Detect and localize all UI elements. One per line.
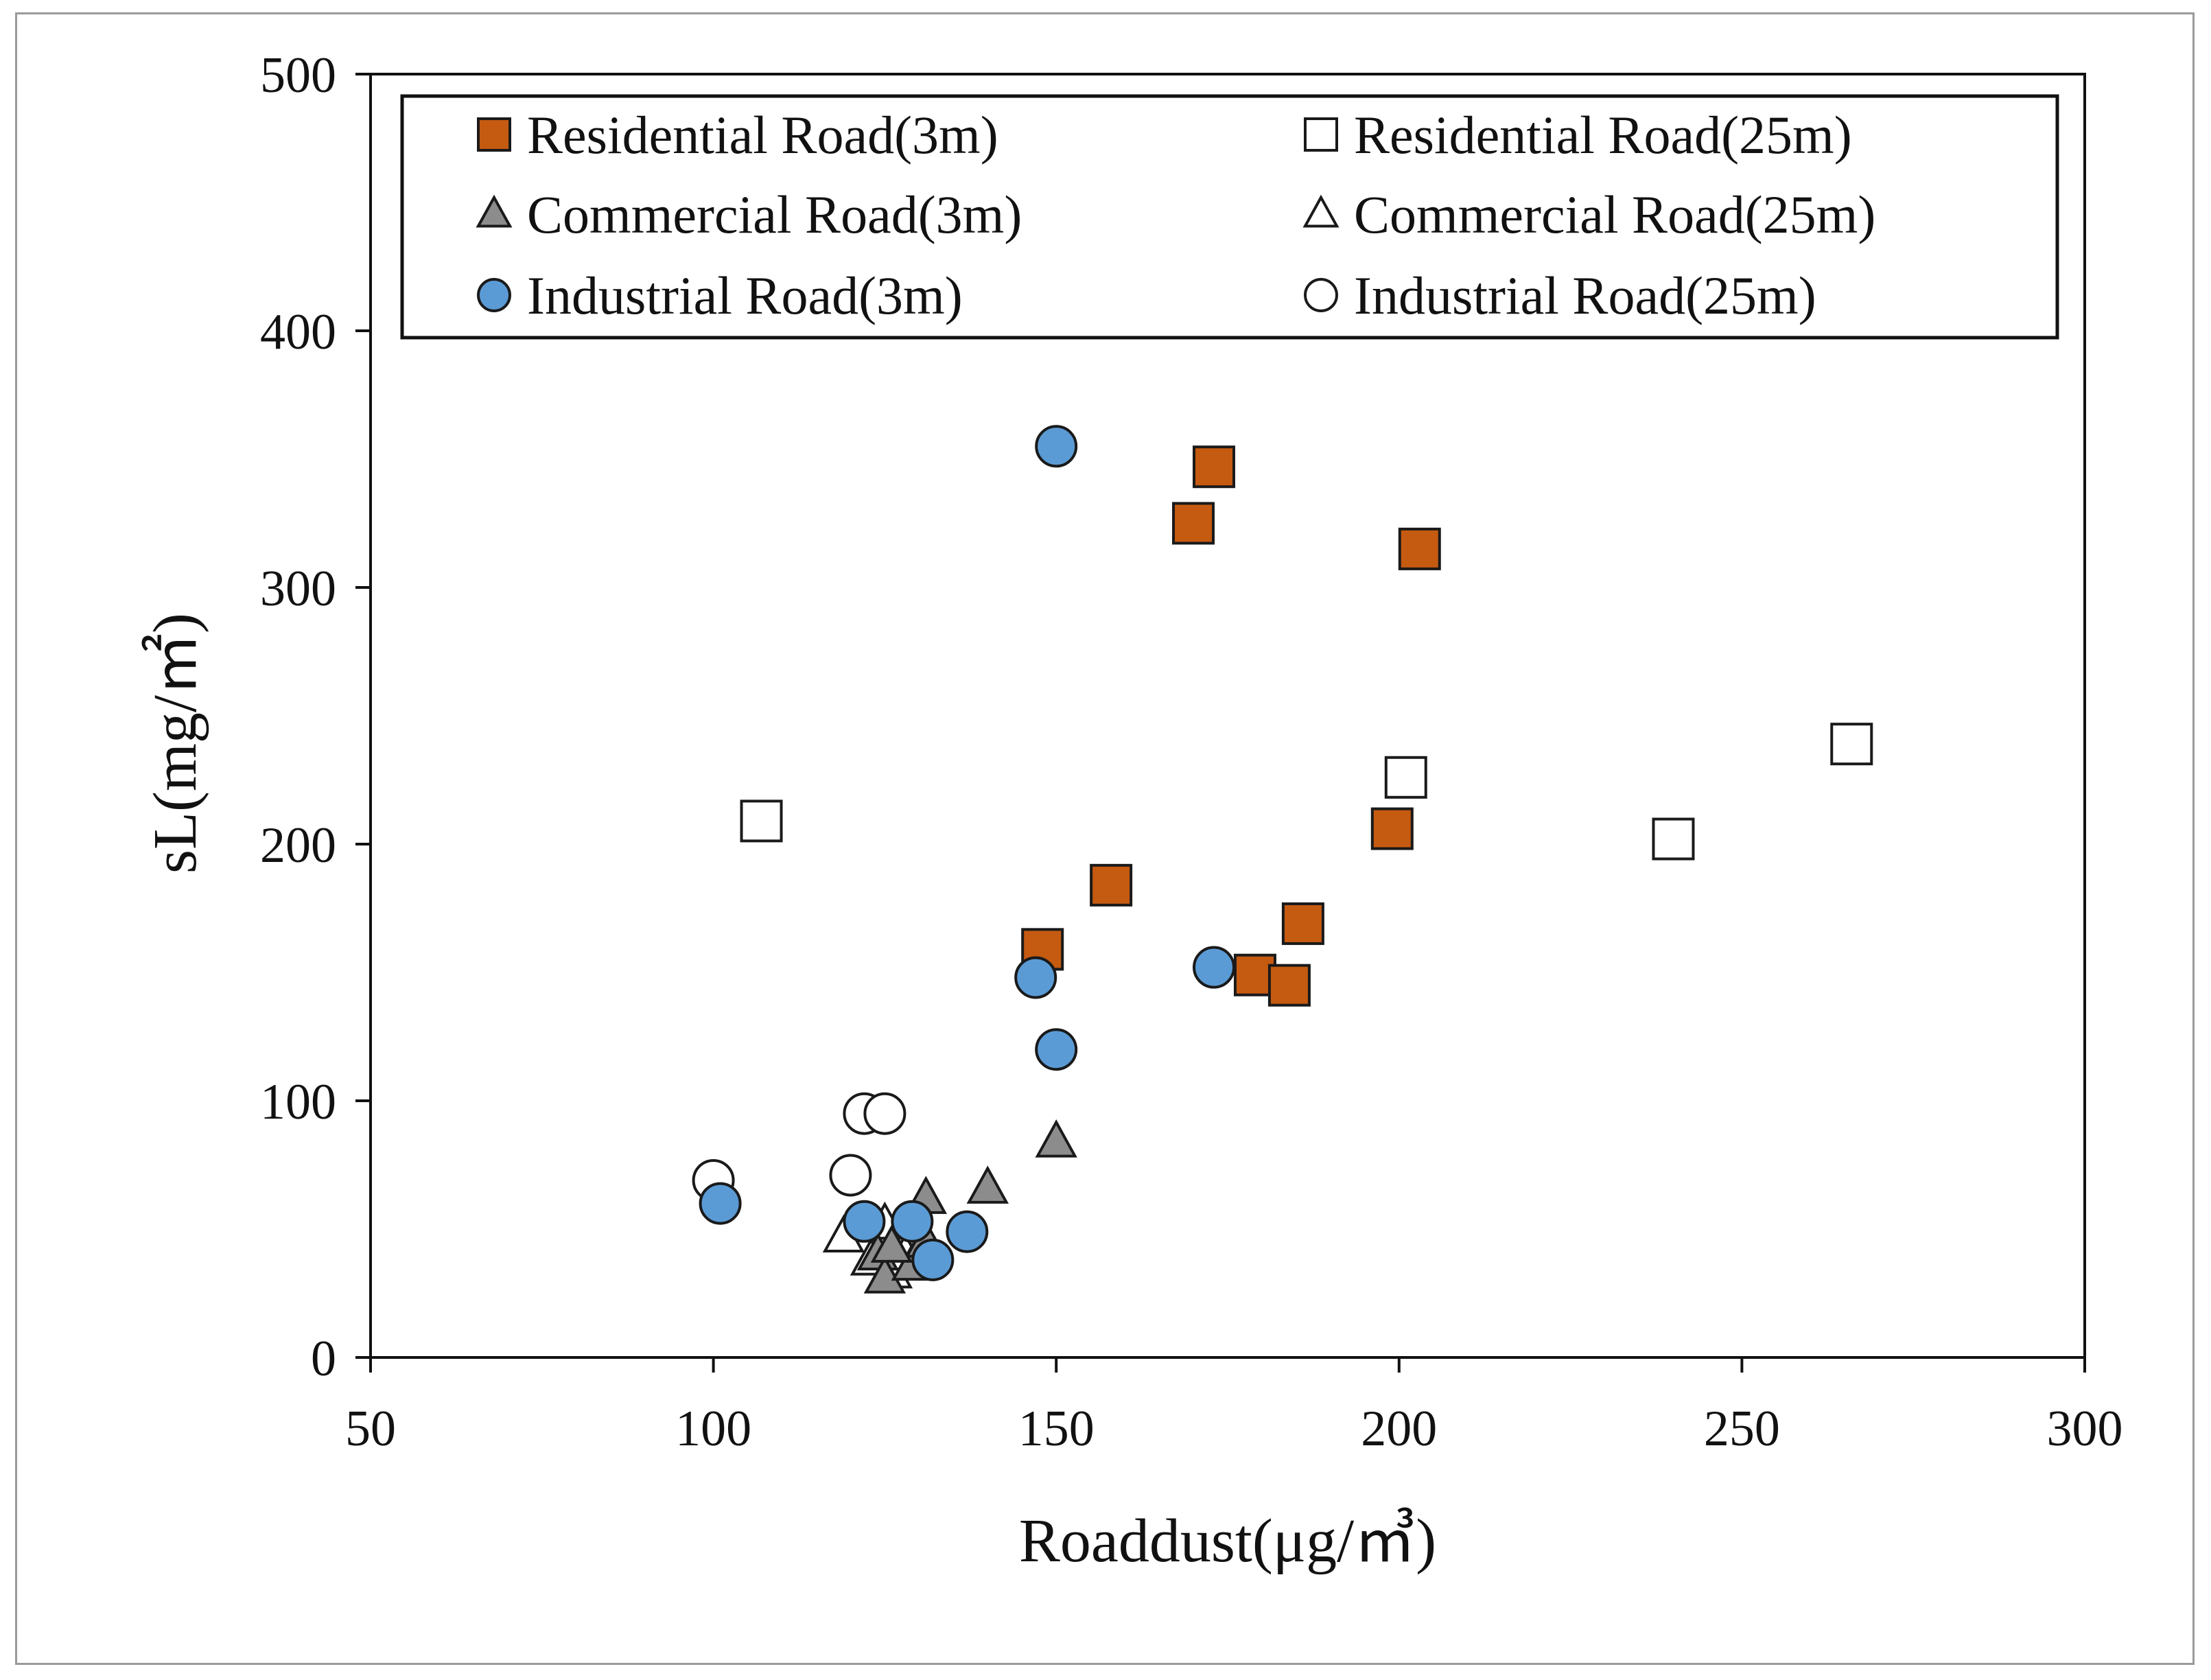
square-point (1090, 863, 1133, 907)
y-tick-label: 100 (260, 1074, 336, 1130)
x-tick-label: 300 (2047, 1401, 2123, 1457)
circle-point (1193, 946, 1236, 989)
y-axis-title: sL(mg/㎡) (141, 613, 209, 874)
legend-box (400, 94, 2059, 340)
x-tick-label: 250 (1704, 1401, 1780, 1457)
legend: Residential Road(3m) Residential Road(25m… (400, 94, 2059, 340)
square-point (1384, 756, 1427, 799)
y-tick-label: 300 (260, 561, 336, 617)
plot-area-border (369, 73, 2086, 1359)
x-tick-label: 150 (1018, 1401, 1095, 1457)
square-point (1172, 502, 1215, 545)
y-tick-label: 400 (260, 304, 336, 360)
circle-point (1035, 425, 1078, 468)
square-point (1267, 964, 1311, 1007)
legend-entry-label: Industrial Road(3m) (527, 266, 963, 325)
square-point (1652, 817, 1695, 861)
square-point (1193, 445, 1236, 489)
triangle-point (870, 1224, 913, 1263)
legend-triangle-icon (1302, 194, 1340, 228)
square-point (1370, 807, 1414, 850)
triangle-point (1035, 1119, 1077, 1158)
square-point (1281, 902, 1324, 945)
circle-point (843, 1200, 886, 1243)
series-2 (856, 1119, 1077, 1294)
circle-point (891, 1200, 934, 1243)
x-tick-label: 100 (675, 1401, 751, 1457)
legend-entry-label: Commercial Road(3m) (527, 185, 1022, 244)
x-tick-label: 50 (345, 1401, 396, 1457)
series-0 (1021, 445, 1441, 1007)
circle-point (1035, 1028, 1078, 1071)
circle-point (1014, 956, 1057, 999)
triangle-point (966, 1165, 1009, 1204)
y-tick-label: 500 (260, 47, 336, 104)
y-tick-label: 200 (260, 817, 336, 874)
axis-ticks (355, 73, 2086, 1373)
series-4 (699, 425, 1236, 1281)
legend-entry-label: Commercial Road(25m) (1354, 185, 1875, 244)
triangle-point (863, 1255, 906, 1294)
circle-point (911, 1238, 955, 1281)
circle-point (699, 1182, 742, 1225)
legend-circle-icon (477, 278, 511, 312)
y-tick-labels: 0 100 200 300 400 500 (260, 47, 336, 1387)
legend-square-icon (1304, 117, 1338, 152)
legend-entry-label: Residential Road(25m) (1354, 105, 1852, 165)
data-points (692, 425, 1873, 1294)
legend-circle-icon (1304, 278, 1338, 312)
legend-triangle-icon (476, 194, 513, 228)
circle-point (863, 1092, 906, 1135)
y-tick-label: 0 (311, 1331, 336, 1387)
circle-point (946, 1210, 989, 1253)
x-axis-title: Roaddust(μg/㎥) (1019, 1507, 1436, 1575)
circle-point (829, 1154, 872, 1197)
legend-entry-label: Residential Road(3m) (527, 105, 998, 165)
legend-entry-label: Industrial Road(25m) (1354, 266, 1816, 325)
square-point (740, 800, 783, 843)
square-point (1398, 527, 1441, 570)
x-tick-label: 200 (1361, 1401, 1437, 1457)
legend-square-icon (477, 117, 511, 152)
x-tick-labels: 50 100 150 200 250 300 (345, 1401, 2123, 1457)
square-point (1830, 723, 1873, 766)
series-1 (740, 723, 1873, 861)
series-5 (692, 1092, 906, 1202)
